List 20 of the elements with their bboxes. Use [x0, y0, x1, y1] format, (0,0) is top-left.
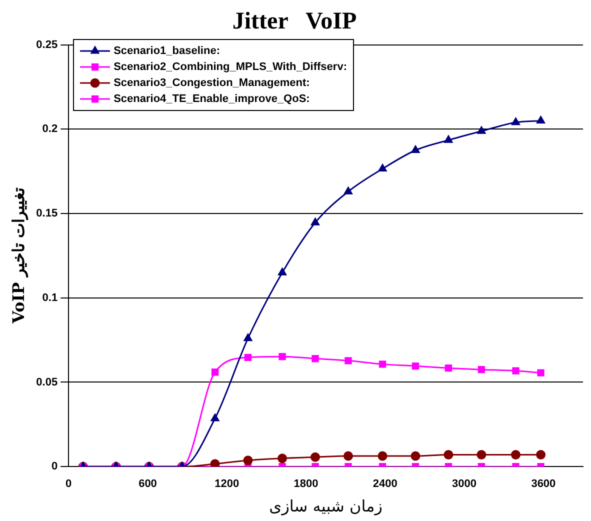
x-tick-label: 3600: [531, 478, 556, 490]
x-tick-label: 2400: [372, 478, 398, 490]
x-tick-label: 1800: [294, 478, 318, 490]
legend-label: Scenario2_Combining_MPLS_With_Diffserv:: [114, 60, 347, 75]
x-tick-label: 1200: [214, 478, 240, 490]
legend-label: Scenario3_Congestion_Management:: [114, 76, 310, 91]
x-tick-label: 600: [138, 478, 157, 490]
chart-title: Jitter VoIP: [232, 8, 357, 35]
x-axis-title: زمان شبیه سازی: [269, 496, 382, 516]
y-tick-label: 0.1: [42, 292, 58, 304]
y-tick-label: 0.2: [42, 123, 58, 136]
legend-label: Scenario4_TE_Enable_improve_QoS:: [114, 92, 310, 107]
x-tick-label: 0: [66, 478, 72, 490]
x-tick-label: 3000: [452, 478, 477, 490]
legend-label: Scenario1_baseline:: [114, 44, 220, 59]
y-tick-label: 0.05: [36, 376, 58, 388]
y-axis-title: VoIP تغییرات تاخیر: [8, 187, 29, 324]
y-tick-label: 0.15: [36, 208, 58, 220]
y-tick-label: 0.25: [36, 38, 58, 51]
y-tick-label: 0: [51, 460, 58, 473]
